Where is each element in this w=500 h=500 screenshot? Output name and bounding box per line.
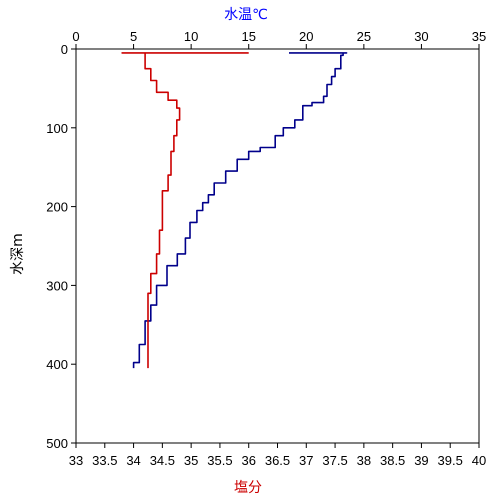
depth-tick-label: 500 (46, 436, 68, 451)
depth-axis-title: 水深m (10, 233, 26, 275)
salinity-tick-label: 40 (472, 453, 486, 468)
salinity-tick-label: 39 (414, 453, 428, 468)
temperature-tick-label: 10 (184, 29, 198, 44)
temperature-tick-label: 15 (241, 29, 255, 44)
depth-tick-label: 400 (46, 357, 68, 372)
depth-tick-label: 0 (61, 42, 68, 57)
salinity-tick-label: 35.5 (207, 453, 232, 468)
depth-tick-label: 100 (46, 121, 68, 136)
salinity-tick-label: 33 (69, 453, 83, 468)
salinity-tick-label: 35 (184, 453, 198, 468)
temperature-tick-label: 30 (414, 29, 428, 44)
temperature-tick-label: 5 (130, 29, 137, 44)
salinity-tick-label: 37 (299, 453, 313, 468)
salinity-axis: 33 33.5 34 34.5 35 35.5 36 36.5 37 37.5 38 38.5 39 39… (69, 443, 486, 468)
depth-tick-label: 200 (46, 200, 68, 215)
depth-axis: 0 100 200 300 400 500 (46, 42, 76, 451)
salinity-tick-label: 37.5 (322, 453, 347, 468)
temperature-axis: 0 5 10 15 20 25 30 35 (72, 29, 486, 49)
plot-area-frame (75, 48, 480, 444)
temperature-tick-label: 25 (357, 29, 371, 44)
temperature-tick-label: 35 (472, 29, 486, 44)
salinity-tick-label: 33.5 (92, 453, 117, 468)
salinity-tick-label: 34.5 (150, 453, 175, 468)
temperature-axis-title: 水温℃ (224, 7, 268, 23)
salinity-axis-title: 塩分 (234, 480, 262, 496)
series-layer (121, 52, 348, 369)
salinity-profile-line (121, 52, 249, 369)
temperature-tick-label: 20 (299, 29, 313, 44)
salinity-tick-label: 38.5 (380, 453, 405, 468)
temperature-profile-line (132, 52, 348, 369)
salinity-tick-label: 36 (241, 453, 255, 468)
salinity-tick-label: 34 (126, 453, 140, 468)
salinity-tick-label: 39.5 (438, 453, 463, 468)
salinity-tick-label: 36.5 (265, 453, 290, 468)
depth-tick-label: 300 (46, 278, 68, 293)
salinity-tick-label: 38 (357, 453, 371, 468)
temperature-tick-label: 0 (72, 29, 79, 44)
